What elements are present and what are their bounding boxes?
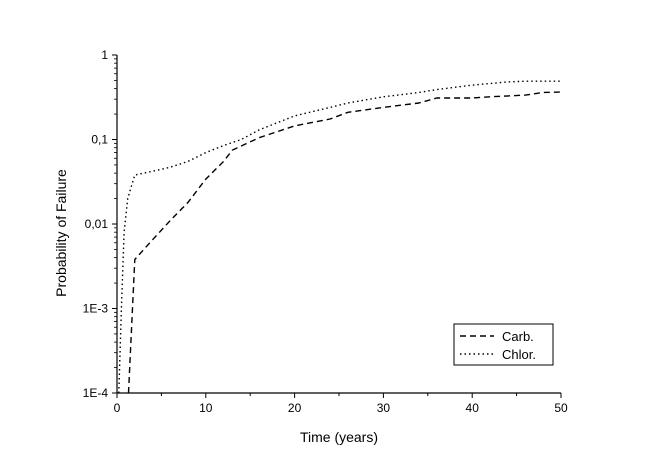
legend-label-chlor: Chlor.	[502, 347, 536, 362]
legend: Carb. Chlor.	[453, 323, 554, 366]
y-tick-label: 0,01	[85, 217, 109, 231]
x-tick-label: 30	[377, 401, 391, 415]
chart-marks: 0 10 20 30 40 50 1E-4 1E-3 0,01 0,1 1	[83, 48, 568, 415]
y-axis-label: Probability of Failure	[53, 169, 69, 297]
x-tick-label: 40	[466, 401, 480, 415]
x-axis-label: Time (years)	[300, 429, 378, 445]
series-line-chlor	[118, 80, 561, 394]
x-tick-label: 20	[288, 401, 302, 415]
x-tick-label: 10	[199, 401, 213, 415]
series-line-carb	[127, 91, 562, 394]
legend-label-carb: Carb.	[502, 329, 534, 344]
y-tick-label: 1E-4	[83, 386, 109, 400]
legend-box	[453, 323, 554, 366]
y-tick-label: 0,1	[91, 133, 108, 147]
x-tick-label: 0	[114, 401, 121, 415]
y-tick-label: 1	[101, 48, 108, 62]
y-tick-label: 1E-3	[83, 302, 109, 316]
x-tick-label: 50	[554, 401, 568, 415]
